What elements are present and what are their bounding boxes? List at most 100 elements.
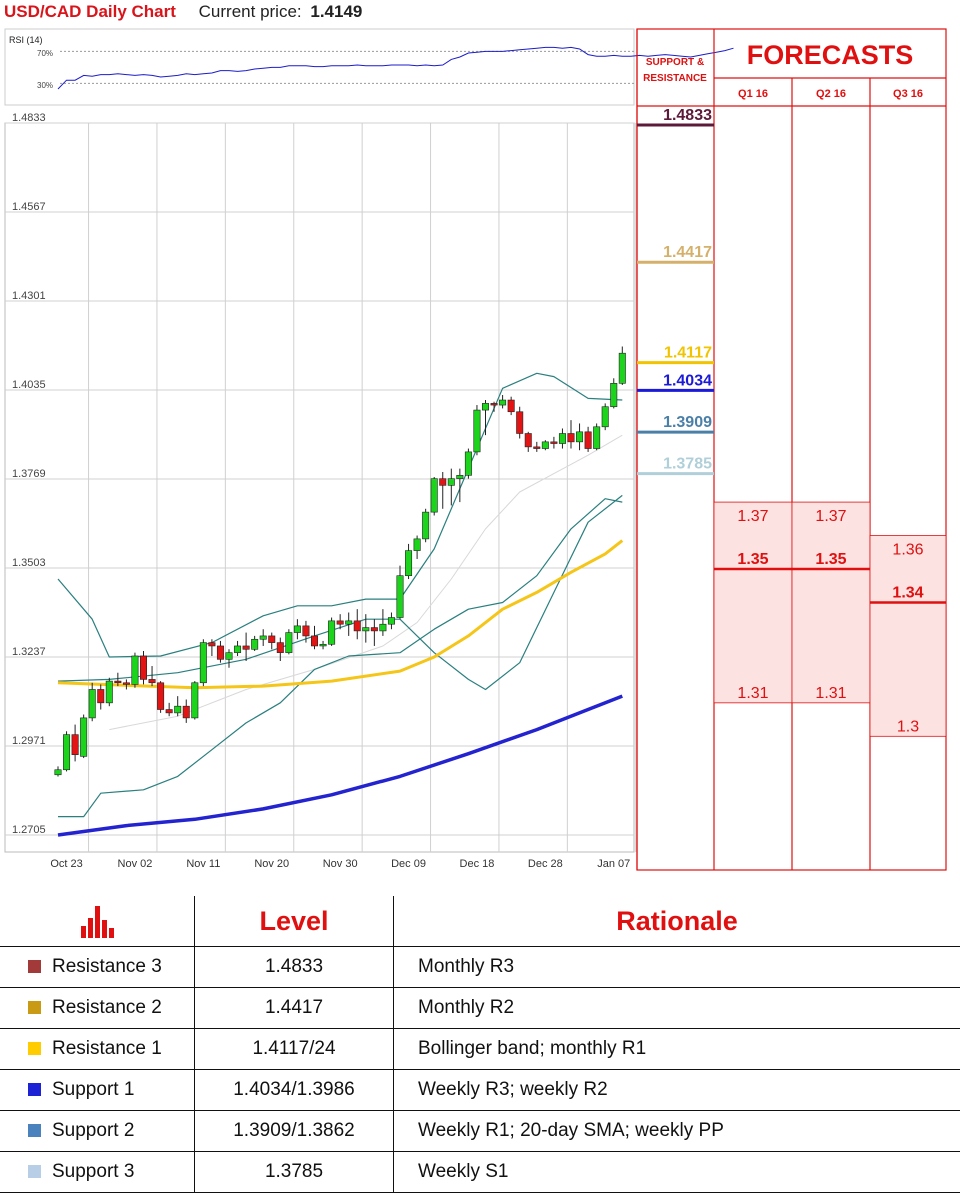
forecast-high-label: 1.37 [815, 508, 846, 525]
level-name: Resistance 1 [52, 1038, 162, 1059]
level-name-cell: Resistance 2 [0, 987, 195, 1029]
forecast-range [713, 501, 793, 704]
candle-body [165, 709, 173, 714]
level-color-swatch [28, 1165, 41, 1178]
level-header: Level [194, 896, 394, 947]
candle-body [268, 635, 276, 643]
candle-body [439, 478, 447, 486]
level-rationale: Monthly R3 [393, 946, 960, 988]
level-color-swatch [28, 1083, 41, 1096]
rsi-30-label: 30% [37, 81, 53, 90]
candle-body [507, 399, 515, 413]
bollinger-mid-line [57, 494, 623, 691]
x-tick-label: Oct 23 [50, 858, 82, 870]
candle-body [516, 411, 524, 434]
candle-body [63, 734, 71, 771]
x-tick-label: Nov 20 [254, 858, 289, 870]
y-tick-label: 1.3237 [12, 646, 46, 658]
candle-body [618, 352, 626, 384]
x-tick-label: Dec 28 [528, 858, 563, 870]
candle-body [336, 620, 344, 625]
level-name-cell: Support 3 [0, 1151, 195, 1193]
y-tick-label: 1.4833 [12, 112, 46, 124]
candle-body [276, 642, 284, 653]
forecast-mid-label: 1.34 [892, 584, 923, 601]
sr-header-line2: RESISTANCE [643, 73, 707, 84]
y-tick-label: 1.3769 [12, 468, 46, 480]
forecast-low-label: 1.31 [737, 685, 768, 702]
sr-level-label: 1.4417 [663, 244, 712, 261]
candle-body [456, 475, 464, 479]
level-rationale: Bollinger band; monthly R1 [393, 1028, 960, 1070]
candle-body [80, 717, 88, 757]
sr-header-line1: SUPPORT & [646, 57, 704, 68]
quarter-label: Q1 16 [738, 88, 768, 100]
rsi-label: RSI (14) [9, 35, 43, 45]
candle-body [387, 617, 395, 625]
bar-chart-icon [0, 896, 195, 947]
candle-body [610, 383, 618, 408]
level-rationale: Weekly R3; weekly R2 [393, 1069, 960, 1111]
y-tick-label: 1.4035 [12, 379, 46, 391]
candle-body [148, 679, 156, 684]
candle-body [499, 399, 507, 406]
candle-body [140, 655, 148, 680]
level-value: 1.4417 [194, 987, 394, 1029]
chart-title: USD/CAD Daily Chart [4, 2, 176, 21]
y-tick-label: 1.2705 [12, 824, 46, 836]
level-color-swatch [28, 1001, 41, 1014]
table-row: Resistance 3 1.4833 Monthly R3 [0, 946, 960, 988]
price-panel [4, 122, 635, 853]
candle-body [396, 575, 404, 618]
candle-body [71, 734, 79, 755]
candle-body [576, 431, 584, 443]
candle-body [550, 441, 558, 444]
quarter-label: Q3 16 [893, 88, 923, 100]
level-name-cell: Support 1 [0, 1069, 195, 1111]
price-value: 1.4149 [310, 2, 363, 21]
bollinger-lower-line [58, 498, 623, 818]
candle-body [533, 446, 541, 449]
level-value: 1.4833 [194, 946, 394, 988]
candle-body [353, 620, 361, 632]
x-tick-label: Dec 18 [460, 858, 495, 870]
level-rationale: Monthly R2 [393, 987, 960, 1029]
levels-table: Level Rationale Resistance 3 1.4833 Monthl… [0, 896, 960, 1193]
candle-body [422, 511, 430, 540]
candle-body [464, 451, 472, 476]
forecast-range [869, 535, 947, 737]
y-tick-label: 1.4301 [12, 290, 46, 302]
level-color-swatch [28, 1124, 41, 1137]
forecast-range [791, 501, 871, 704]
level-name-cell: Resistance 1 [0, 1028, 195, 1070]
candle-body [174, 705, 182, 714]
y-tick-label: 1.3503 [12, 557, 46, 569]
y-tick-label: 1.2971 [12, 735, 46, 747]
chart-area: 1.4833 1.4567 1.4301 1.4035 1.3769 1.3503 1.32… [4, 28, 947, 871]
candle-body [319, 643, 327, 647]
x-tick-label: Nov 02 [118, 858, 153, 870]
sr-level-label: 1.3785 [663, 456, 712, 473]
x-tick-label: Nov 11 [186, 858, 220, 870]
level-name: Support 1 [52, 1079, 135, 1100]
forecast-low-label: 1.31 [815, 685, 846, 702]
candle-body [285, 632, 293, 653]
candle-body [105, 680, 113, 704]
sma-100-line [57, 539, 624, 690]
level-name: Resistance 3 [52, 956, 162, 977]
candle-body [567, 433, 575, 443]
candle-body [430, 478, 438, 513]
rsi-panel [4, 28, 635, 106]
candle-body [293, 625, 301, 633]
candle-body [88, 689, 96, 719]
candle-body [447, 478, 455, 486]
x-tick-label: Dec 09 [391, 858, 426, 870]
table-row: Support 3 1.3785 Weekly S1 [0, 1151, 960, 1193]
y-tick-label: 1.4567 [12, 201, 46, 213]
rsi-line [57, 46, 734, 90]
table-row: Resistance 1 1.4117/24 Bollinger band; mon… [0, 1028, 960, 1070]
candle-body [182, 705, 190, 719]
candle-body [593, 426, 601, 449]
chart-header: USD/CAD Daily Chart Current price: 1.414… [4, 2, 362, 26]
x-tick-label: Nov 30 [323, 858, 358, 870]
